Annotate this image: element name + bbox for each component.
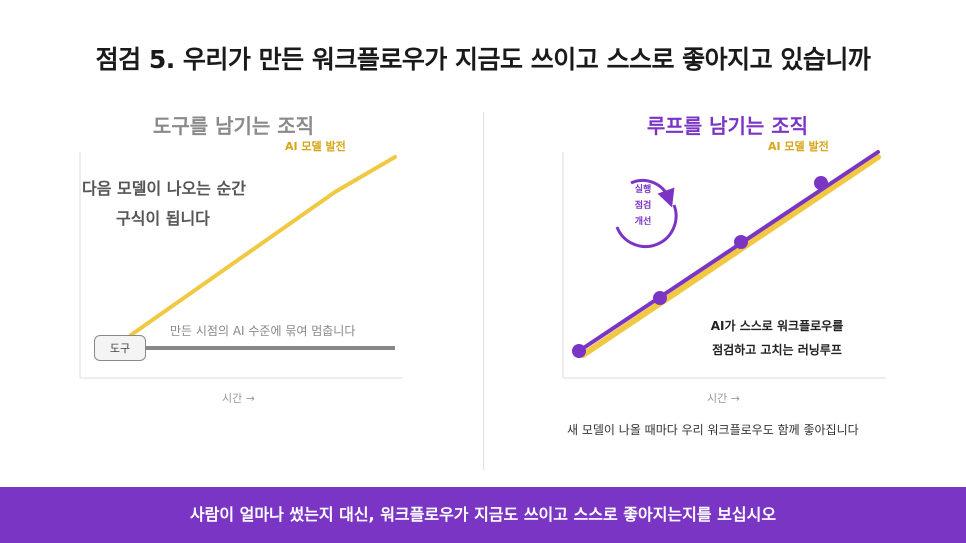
cycle-step-check: 점검 (634, 201, 652, 211)
loop-description-line2: 점검하고 고치는 러닝루프 (712, 343, 842, 357)
cycle-arrow-bottom (615, 204, 678, 249)
loop-point-2 (653, 291, 667, 305)
loop-chart (562, 150, 886, 379)
tool-chart (79, 152, 403, 379)
loop-point-4 (814, 176, 828, 190)
loop-point-3 (734, 235, 748, 249)
page-title: 점검 5. 우리가 만든 워크플로우가 지금도 쓰이고 스스로 좋아지고 있습니… (95, 45, 871, 74)
panel-tool-organization: 도구를 남기는 조직 AI 모델 발전 다음 모델이 나오는 순간 구식이 됩니… (0, 100, 483, 480)
loop-point-1 (572, 344, 586, 358)
tool-badge: 도구 (94, 335, 146, 361)
learning-loop-line (577, 150, 880, 353)
cycle-step-improve: 개선 (634, 217, 652, 227)
left-x-axis-label: 시간 → (222, 392, 255, 405)
right-caption: 새 모델이 나올 때마다 우리 워크플로우도 함께 좋아집니다 (567, 423, 859, 437)
left-ai-progress-label: AI 모델 발전 (285, 140, 346, 153)
right-ai-progress-line (580, 154, 881, 358)
panel-loop-organization: 루프를 남기는 조직 AI 모델 발전 실행 점검 개선 AI가 스스로 워크플… (483, 100, 966, 480)
cycle-arrow-top (630, 178, 675, 208)
left-panel-title: 도구를 남기는 조직 (152, 114, 315, 138)
right-panel-title: 루프를 남기는 조직 (646, 114, 809, 138)
right-ai-progress-label: AI 모델 발전 (768, 140, 829, 153)
bottom-banner: 사람이 얼마나 썼는지 대신, 워크플로우가 지금도 쓰이고 스스로 좋아지는지… (0, 487, 966, 543)
panel-divider (483, 112, 484, 470)
right-x-axis-label: 시간 → (707, 392, 740, 405)
left-quote-line1: 다음 모델이 나오는 순간 (82, 179, 246, 198)
left-quote-line2: 구식이 됩니다 (116, 209, 210, 228)
frozen-level-label: 만든 시점의 AI 수준에 묶여 멈춥니다 (170, 324, 356, 338)
left-ai-progress-line (129, 155, 397, 337)
cycle-step-execute: 실행 (634, 185, 652, 195)
loop-description-line1: AI가 스스로 워크플로우를 (710, 319, 844, 333)
